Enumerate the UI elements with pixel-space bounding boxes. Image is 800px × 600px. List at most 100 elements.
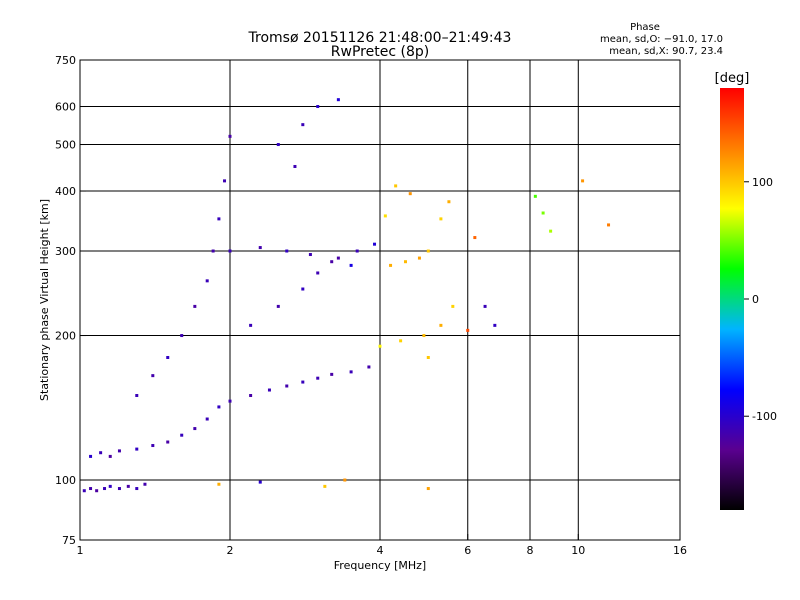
y-tick-label: 75	[62, 534, 76, 547]
data-point	[135, 394, 139, 398]
y-tick-label: 750	[55, 54, 76, 67]
y-tick-label: 300	[55, 245, 76, 258]
stats-line-o: mean, sd,O: −91.0, 17.0	[600, 34, 723, 45]
data-point	[316, 271, 320, 275]
y-tick-label: 100	[55, 474, 76, 487]
x-tick-label: 6	[464, 544, 471, 557]
data-point	[336, 98, 340, 102]
data-point	[89, 454, 93, 458]
data-point	[117, 487, 121, 491]
x-tick-label: 1	[77, 544, 84, 557]
x-tick-label: 16	[673, 544, 687, 557]
data-point	[151, 444, 155, 448]
data-point	[108, 454, 112, 458]
data-point	[249, 323, 253, 327]
data-point	[394, 184, 398, 188]
y-tick-label: 400	[55, 185, 76, 198]
data-point	[95, 489, 99, 493]
data-point	[408, 192, 412, 196]
data-point	[355, 249, 359, 253]
data-point	[493, 323, 497, 327]
data-point	[607, 223, 611, 227]
data-point	[285, 384, 289, 388]
data-point	[473, 236, 477, 240]
data-point	[166, 440, 170, 444]
data-point	[228, 134, 232, 138]
grid-lines	[80, 60, 680, 540]
data-point	[373, 242, 377, 246]
colorbar-ticks: 100 0 -100	[744, 176, 777, 423]
x-tick-label: 4	[377, 544, 384, 557]
data-point	[447, 200, 451, 204]
y-axis: 75 100 200 300 400 500 600 750	[55, 54, 86, 547]
data-point	[301, 287, 305, 291]
x-axis-label: Frequency [MHz]	[334, 559, 426, 572]
data-point	[143, 482, 147, 486]
data-point	[383, 214, 387, 218]
data-point	[217, 482, 221, 486]
data-point	[426, 249, 430, 253]
data-point	[349, 263, 353, 267]
y-axis-label: Stationary phase Virtual Height [km]	[38, 199, 51, 401]
data-point	[323, 484, 327, 488]
data-point	[439, 217, 443, 221]
data-point	[205, 279, 209, 283]
scatter-points	[82, 98, 611, 493]
data-point	[205, 417, 209, 421]
data-point	[541, 211, 545, 215]
data-point	[293, 164, 297, 168]
data-point	[99, 451, 103, 455]
data-point	[135, 487, 139, 491]
data-point	[336, 256, 340, 260]
data-point	[267, 388, 271, 392]
data-point	[301, 380, 305, 384]
colorbar	[720, 88, 744, 510]
data-point	[249, 394, 253, 398]
x-tick-label: 2	[227, 544, 234, 557]
data-point	[349, 370, 353, 374]
data-point	[151, 374, 155, 378]
x-tick-label: 8	[527, 544, 534, 557]
data-point	[330, 260, 334, 264]
data-point	[285, 249, 289, 253]
data-point	[308, 253, 312, 257]
data-point	[223, 179, 227, 183]
stats-line-x: mean, sd,X: 90.7, 23.4	[609, 46, 723, 57]
chart-title: Tromsø 20151126 21:48:00–21:49:43	[248, 30, 512, 46]
data-point	[451, 304, 455, 308]
colorbar-tick-label: 100	[752, 176, 773, 189]
data-point	[166, 355, 170, 359]
data-point	[301, 123, 305, 127]
data-point	[367, 365, 371, 369]
data-point	[193, 304, 197, 308]
colorbar-tick-label: -100	[752, 410, 777, 423]
data-point	[426, 355, 430, 359]
data-point	[103, 487, 107, 491]
data-point	[258, 480, 262, 484]
data-point	[399, 339, 403, 343]
data-point	[316, 105, 320, 109]
data-point	[276, 143, 280, 147]
data-point	[126, 484, 130, 488]
data-point	[581, 179, 585, 183]
data-point	[389, 263, 393, 267]
data-point	[193, 427, 197, 431]
y-tick-label: 500	[55, 139, 76, 152]
data-point	[180, 433, 184, 437]
data-point	[217, 217, 221, 221]
data-point	[276, 304, 280, 308]
data-point	[316, 376, 320, 380]
stats-title: Phase	[630, 22, 660, 33]
colorbar-tick-label: 0	[752, 293, 759, 306]
data-point	[483, 304, 487, 308]
data-point	[108, 484, 112, 488]
data-point	[466, 328, 470, 332]
y-tick-label: 600	[55, 101, 76, 114]
data-point	[422, 334, 426, 338]
data-point	[211, 249, 215, 253]
x-axis: 1 2 4 6 8 10 16	[77, 534, 687, 557]
data-point	[343, 478, 347, 482]
data-point	[89, 487, 93, 491]
data-point	[228, 249, 232, 253]
